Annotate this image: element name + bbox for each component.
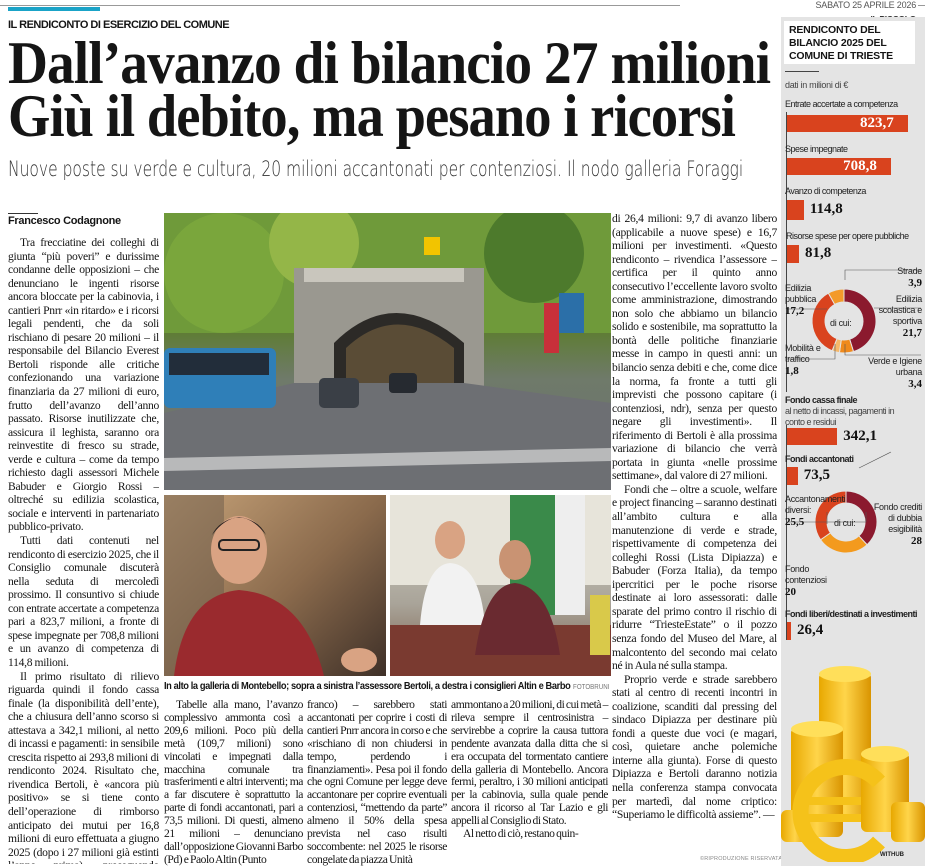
paragraph: Al netto di ciò, restano quin- <box>463 827 579 841</box>
bar-axis <box>786 262 787 392</box>
bar-label: Entrate accertate a competenza <box>785 99 898 109</box>
donut-legend-edilizia-scolastica: Edilizia scolastica e sportiva 21,7 <box>874 294 923 340</box>
paragraph: Tabelle alla mano, l’avanzo complessivo … <box>164 699 303 866</box>
photo-credit: FOTOBRUNI <box>573 684 610 691</box>
tunnel-scene-illustration <box>164 213 611 490</box>
donut-leader-lines <box>786 269 921 524</box>
donut-value: 1,8 <box>785 365 799 377</box>
text-column-3: franco) – sarebbero stati accantonati pe… <box>307 699 447 866</box>
donut-value: 25,5 <box>785 516 805 528</box>
donut-value: 28 <box>911 535 922 547</box>
bar <box>787 158 892 175</box>
bar-label: Risorse spese per opere pubbliche <box>786 231 909 241</box>
subtitle: Nuove poste su verde e cultura, 20 milio… <box>8 157 744 181</box>
paragraph: di 26,4 milioni: 9,7 di avanzo libero (a… <box>612 212 777 483</box>
headline-line-2: Giù il debito, ma pesano i ricorsi <box>8 83 736 149</box>
bar-value: 342,1 <box>843 427 877 444</box>
donut-value: 20 <box>785 586 796 598</box>
paragraph: Fondi che – oltre a scuole, welfare e pr… <box>612 482 777 673</box>
paragraph: ammontano a 20 milioni, di cui metà – ri… <box>451 698 608 828</box>
donut-segment <box>843 288 877 353</box>
paragraph: Tra frecciatine dei colleghi di giunta “… <box>8 236 159 534</box>
donut-value: 3,4 <box>908 378 922 390</box>
text-column-5: di 26,4 milioni: 9,7 di avanzo libero (a… <box>612 212 777 852</box>
bar-value: 73,5 <box>803 467 831 483</box>
photo-galleria-montebello <box>164 213 611 490</box>
byline-rule <box>8 213 38 214</box>
donut-label: Fondo crediti di dubbia esigibilità <box>873 502 922 534</box>
top-rule <box>0 5 680 6</box>
illustration-credit: WITHUB <box>880 852 904 858</box>
bar-axis <box>786 425 787 640</box>
paragraph: franco) – sarebbero stati accantonati pe… <box>307 699 447 866</box>
bar-value: 81,8 <box>805 245 832 261</box>
top-rule <box>918 5 925 6</box>
donut-legend-verde: Verde e Igiene urbana 3,4 <box>858 356 922 391</box>
photo-consiglieri-altin-barbo <box>390 495 611 676</box>
kicker: IL RENDICONTO DI ESERCIZIO DEL COMUNE <box>8 19 230 31</box>
caption-line: In alto la galleria di Montebello; sopra… <box>164 680 609 692</box>
bar-sublabel: al netto di incassi, pagamenti in conto … <box>785 406 895 427</box>
paragraph: Tutti dati contenuti nel rendiconto di e… <box>8 534 159 669</box>
donut-legend-fondo-contenziosi: Fondo contenziosi 20 <box>785 564 835 599</box>
bar-label: Fondi liberi/destinati a investimenti <box>785 609 918 619</box>
headline-line-1: Dall’avanzo di bilancio 27 milioni <box>8 30 771 96</box>
donut-legend-fondo-crediti: Fondo crediti di dubbia esigibilità 28 <box>866 502 922 548</box>
photo-assessore-bertoli <box>164 495 386 676</box>
caption-text: In alto la galleria di Montebello; sopra… <box>164 680 571 692</box>
bar-label: Fondi accantonati <box>785 454 854 464</box>
bar-value: 114,8 <box>809 201 843 217</box>
donut-label: Verde e Igiene urbana <box>868 356 922 377</box>
text-column-2: Tabelle alla mano, l’avanzo complessivo … <box>164 699 303 866</box>
donut-segment <box>827 288 845 306</box>
paragraph: Il primo risultato di rilievo riguarda q… <box>8 669 159 865</box>
donut-label: Edilizia scolastica e sportiva <box>878 294 923 326</box>
section-accent-bar <box>8 7 100 11</box>
text-column-1: Tra frecciatine dei colleghi di giunta “… <box>8 236 159 864</box>
donut-label: Edilizia pubblica <box>785 283 817 304</box>
bar-value: 823,7 <box>860 114 894 131</box>
bar <box>787 115 908 132</box>
bar-label: Spese impegnate <box>785 144 848 154</box>
donut-center-label: di cui: <box>830 318 852 328</box>
donut-label: Fondo contenziosi <box>785 564 827 585</box>
issue-date: SABATO 25 APRILE 2026 <box>815 0 916 10</box>
donut-value: 17,2 <box>785 305 805 317</box>
infographic-rule <box>785 71 819 72</box>
donut-label: Strade <box>897 266 922 276</box>
donut-fondi-accantonati <box>814 490 878 554</box>
copyright-notice: ©RIPRODUZIONE RISERVATA <box>700 856 783 862</box>
bar <box>787 245 800 263</box>
bar <box>787 622 791 640</box>
bar-label: Avanzo di competenza <box>785 186 866 196</box>
bar <box>787 467 798 485</box>
portrait-illustration <box>164 495 377 676</box>
councillors-illustration <box>390 495 611 676</box>
byline: Francesco Codagnone <box>8 215 121 227</box>
donut-value: 3,9 <box>908 277 922 289</box>
bar-value: 708,8 <box>843 157 877 174</box>
donut-label: Mobilità e traffico <box>785 343 821 364</box>
donut-opere-pubbliche <box>811 288 877 354</box>
donut-label: Accantonamenti diversi: <box>785 494 846 515</box>
bar <box>787 200 804 220</box>
bar-label: Fondo cassa finale <box>785 395 858 405</box>
euro-coins-illustration <box>781 666 925 862</box>
bar-value: 26,4 <box>797 622 824 638</box>
donut-legend-mobilita: Mobilità e traffico 1,8 <box>785 343 827 378</box>
text-column-4: ammontano a 20 milioni, di cui metà – ri… <box>451 698 608 866</box>
photo-caption: In alto la galleria di Montebello; sopra… <box>164 680 667 692</box>
infographic-title: RENDICONTO DEL BILANCIO 2025 DEL COMUNE … <box>784 21 915 64</box>
donut-center-label: di cui: <box>834 518 856 528</box>
donut-legend-edilizia-pubblica: Edilizia pubblica 17,2 <box>785 283 825 318</box>
donut-legend-accantonamenti-diversi: Accantonamenti diversi: 25,5 <box>785 494 847 529</box>
bar-axis <box>786 112 787 262</box>
paragraph: Proprio verde e strade sarebbero stati a… <box>612 672 777 822</box>
donut-value: 21,7 <box>902 327 922 339</box>
bar <box>787 428 838 445</box>
infographic-unit: dati in milioni di € <box>785 80 849 90</box>
donut-legend-strade: Strade 3,9 <box>872 266 922 290</box>
